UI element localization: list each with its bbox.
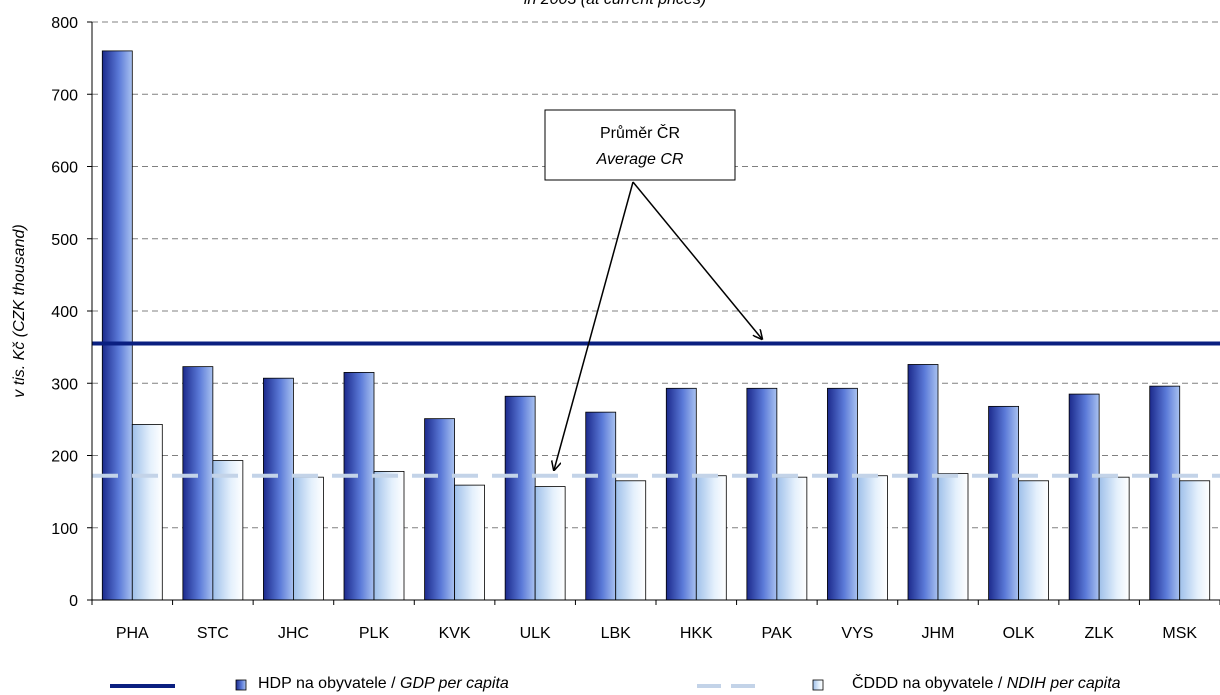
legend-gdp-label: HDP na obyvatele / GDP per capita	[258, 675, 509, 692]
y-tick-label-600: 600	[51, 160, 78, 177]
x-tick-label-jhm: JHM	[922, 625, 955, 642]
y-axis-ticks: 0 100 200 300 400 500 600 700 800	[51, 15, 92, 610]
bar-gdp-pak	[746, 387, 778, 601]
average-annotation: Průměr ČR Average CR	[544, 109, 762, 470]
gridlines	[92, 21, 1220, 529]
bar-ndih-olk	[1018, 480, 1049, 601]
x-tick-label-ulk: ULK	[520, 625, 551, 642]
bar-gdp-ulk	[504, 395, 536, 601]
y-axis-label: v tis. Kč (CZK thousand)	[11, 224, 28, 397]
legend: HDP na obyvatele / GDP per capita ČDDD n…	[110, 673, 1121, 692]
x-tick-label-zlk: ZLK	[1084, 625, 1114, 642]
bar-gdp-olk	[988, 405, 1019, 601]
y-tick-label-500: 500	[51, 232, 78, 249]
bar-ndih-zlk	[1098, 476, 1130, 601]
y-tick-label-800: 800	[51, 15, 78, 32]
y-tick-label-700: 700	[51, 87, 78, 104]
x-tick-label-olk: OLK	[1003, 625, 1035, 642]
bars	[101, 50, 1211, 601]
bar-ndih-kvk	[454, 484, 485, 601]
bar-gdp-msk	[1149, 385, 1181, 601]
bar-gdp-zlk	[1068, 393, 1100, 601]
x-tick-label-jhc: JHC	[278, 625, 309, 642]
bar-gdp-plk	[343, 372, 375, 601]
bar-gdp-jhc	[263, 377, 294, 601]
bar-ndih-hkk	[695, 475, 727, 601]
bar-gdp-stc	[182, 366, 214, 601]
x-axis-ticks: PHA STC JHC PLK KVK ULK LBK HKK PAK VYS JHM OLK ZLK M…	[91, 600, 1220, 642]
x-tick-label-vys: VYS	[841, 625, 873, 642]
bar-gdp-hkk	[665, 387, 697, 601]
bar-gdp-lbk	[585, 411, 617, 601]
y-tick-label-300: 300	[51, 376, 78, 393]
annotation-box	[544, 109, 736, 181]
bar-gdp-jhm	[907, 364, 939, 601]
x-tick-label-msk: MSK	[1162, 625, 1197, 642]
bar-ndih-plk	[373, 470, 405, 601]
bar-ndih-jhc	[293, 476, 324, 601]
y-tick-label-0: 0	[69, 593, 78, 610]
bar-gdp-kvk	[424, 418, 455, 601]
annotation-arrow-ndih	[554, 181, 634, 470]
legend-ndih-label: ČDDD na obyvatele / NDIH per capita	[852, 673, 1121, 692]
reference-lines	[92, 341, 1220, 478]
bar-ndih-ulk	[534, 486, 566, 601]
bar-ndih-lbk	[615, 480, 647, 601]
x-tick-label-pak: PAK	[761, 625, 792, 642]
bar-ndih-vys	[857, 475, 888, 601]
y-tick-label-200: 200	[51, 449, 78, 466]
bar-ndih-pha	[131, 424, 163, 601]
bar-ndih-jhm	[937, 473, 969, 601]
annotation-line-2: Average CR	[596, 151, 684, 168]
annotation-line-1: Průměr ČR	[600, 123, 680, 142]
y-tick-label-400: 400	[51, 304, 78, 321]
bar-ndih-msk	[1179, 480, 1211, 601]
legend-ndih-swatch	[812, 679, 824, 691]
x-tick-label-hkk: HKK	[680, 625, 713, 642]
x-tick-label-lbk: LBK	[601, 625, 632, 642]
bar-ndih-pak	[776, 476, 808, 601]
bar-ndih-stc	[212, 460, 244, 601]
bar-gdp-pha	[101, 50, 133, 601]
x-tick-label-stc: STC	[197, 625, 229, 642]
bar-gdp-vys	[827, 387, 858, 601]
legend-gdp-swatch	[235, 679, 247, 691]
y-tick-label-100: 100	[51, 521, 78, 538]
x-tick-label-plk: PLK	[359, 625, 390, 642]
annotation-arrow-gdp	[632, 181, 762, 339]
x-tick-label-pha: PHA	[116, 625, 149, 642]
x-tick-label-kvk: KVK	[439, 625, 471, 642]
